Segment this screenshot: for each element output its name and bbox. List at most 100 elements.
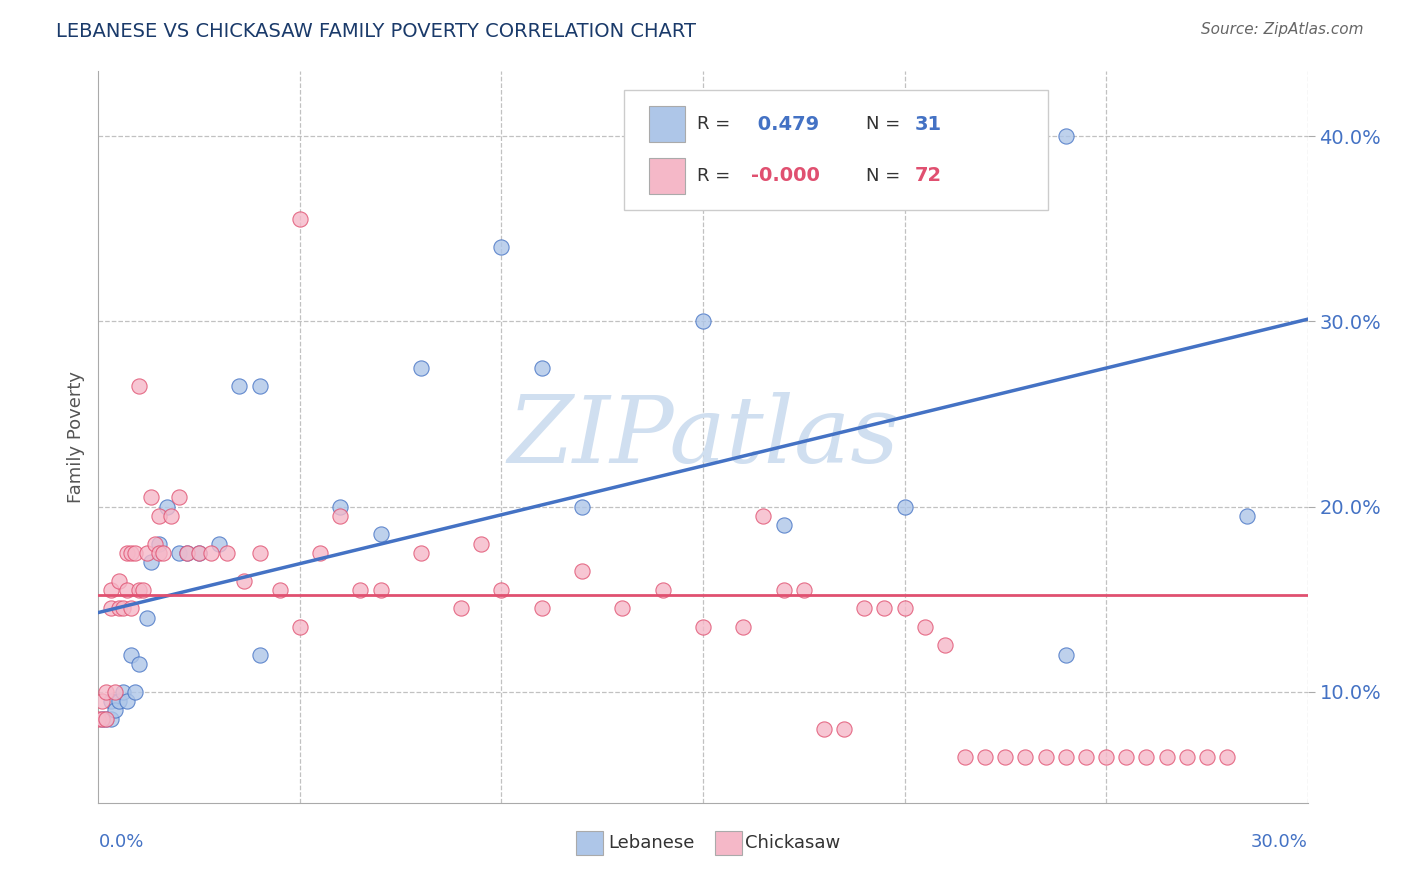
Point	[249, 379, 271, 393]
Point	[120, 601, 142, 615]
Point	[692, 314, 714, 328]
Text: LEBANESE VS CHICKASAW FAMILY POVERTY CORRELATION CHART: LEBANESE VS CHICKASAW FAMILY POVERTY COR…	[56, 22, 696, 41]
Point	[612, 601, 634, 615]
Point	[491, 582, 513, 597]
Point	[733, 620, 755, 634]
Point	[107, 694, 129, 708]
Point	[128, 657, 150, 671]
Text: R =: R =	[697, 115, 730, 133]
Point	[115, 694, 138, 708]
Point	[288, 212, 311, 227]
Text: 0.479: 0.479	[751, 114, 820, 134]
Point	[120, 648, 142, 662]
Point	[309, 546, 332, 560]
Text: -0.000: -0.000	[751, 167, 820, 186]
Point	[120, 546, 142, 560]
Point	[893, 500, 915, 514]
Point	[934, 639, 956, 653]
Point	[232, 574, 254, 588]
Point	[1054, 648, 1077, 662]
Point	[135, 610, 157, 624]
Point	[974, 749, 997, 764]
Point	[409, 360, 432, 375]
Point	[148, 546, 170, 560]
Point	[96, 713, 118, 727]
Point	[1236, 508, 1258, 523]
Point	[91, 694, 114, 708]
Text: N =: N =	[866, 167, 900, 185]
FancyBboxPatch shape	[648, 106, 685, 142]
Point	[148, 536, 170, 550]
Text: ZIPatlas: ZIPatlas	[508, 392, 898, 482]
Point	[692, 620, 714, 634]
Point	[96, 713, 118, 727]
Point	[176, 546, 198, 560]
Point	[128, 379, 150, 393]
Point	[409, 546, 432, 560]
Point	[370, 527, 392, 541]
Point	[530, 601, 553, 615]
Point	[152, 546, 174, 560]
Text: 72: 72	[915, 167, 942, 186]
Point	[793, 582, 815, 597]
Point	[329, 508, 352, 523]
Point	[994, 749, 1017, 764]
Point	[139, 490, 162, 504]
Point	[132, 582, 155, 597]
Point	[100, 601, 122, 615]
Point	[571, 500, 593, 514]
Point	[491, 240, 513, 254]
Point	[100, 582, 122, 597]
Point	[832, 722, 855, 736]
Point	[128, 582, 150, 597]
Point	[914, 620, 936, 634]
Point	[139, 555, 162, 569]
Point	[249, 648, 271, 662]
Point	[200, 546, 222, 560]
Point	[156, 500, 179, 514]
Point	[269, 582, 291, 597]
Text: 0.0%: 0.0%	[98, 833, 143, 851]
Point	[772, 518, 794, 533]
Point	[87, 713, 110, 727]
Point	[96, 684, 118, 698]
Point	[115, 546, 138, 560]
Point	[530, 360, 553, 375]
Point	[1014, 749, 1036, 764]
Point	[107, 574, 129, 588]
Point	[148, 508, 170, 523]
Point	[107, 601, 129, 615]
Point	[1195, 749, 1218, 764]
Point	[450, 601, 472, 615]
Point	[329, 500, 352, 514]
FancyBboxPatch shape	[576, 831, 603, 855]
Point	[124, 684, 146, 698]
Point	[1216, 749, 1239, 764]
Point	[100, 713, 122, 727]
Point	[1156, 749, 1178, 764]
Point	[1054, 129, 1077, 144]
Text: 30.0%: 30.0%	[1251, 833, 1308, 851]
Point	[349, 582, 371, 597]
Point	[752, 508, 775, 523]
Point	[1095, 749, 1118, 764]
Point	[143, 536, 166, 550]
FancyBboxPatch shape	[716, 831, 742, 855]
Point	[208, 536, 231, 550]
Point	[103, 684, 125, 698]
Point	[111, 601, 134, 615]
Point	[853, 601, 876, 615]
Point	[228, 379, 250, 393]
Point	[91, 713, 114, 727]
Point	[111, 684, 134, 698]
Point	[1175, 749, 1198, 764]
Point	[124, 546, 146, 560]
Text: Lebanese: Lebanese	[609, 834, 695, 852]
Y-axis label: Family Poverty: Family Poverty	[66, 371, 84, 503]
Point	[103, 703, 125, 717]
Point	[470, 536, 492, 550]
Point	[571, 565, 593, 579]
Text: Source: ZipAtlas.com: Source: ZipAtlas.com	[1201, 22, 1364, 37]
Point	[91, 713, 114, 727]
Point	[873, 601, 896, 615]
